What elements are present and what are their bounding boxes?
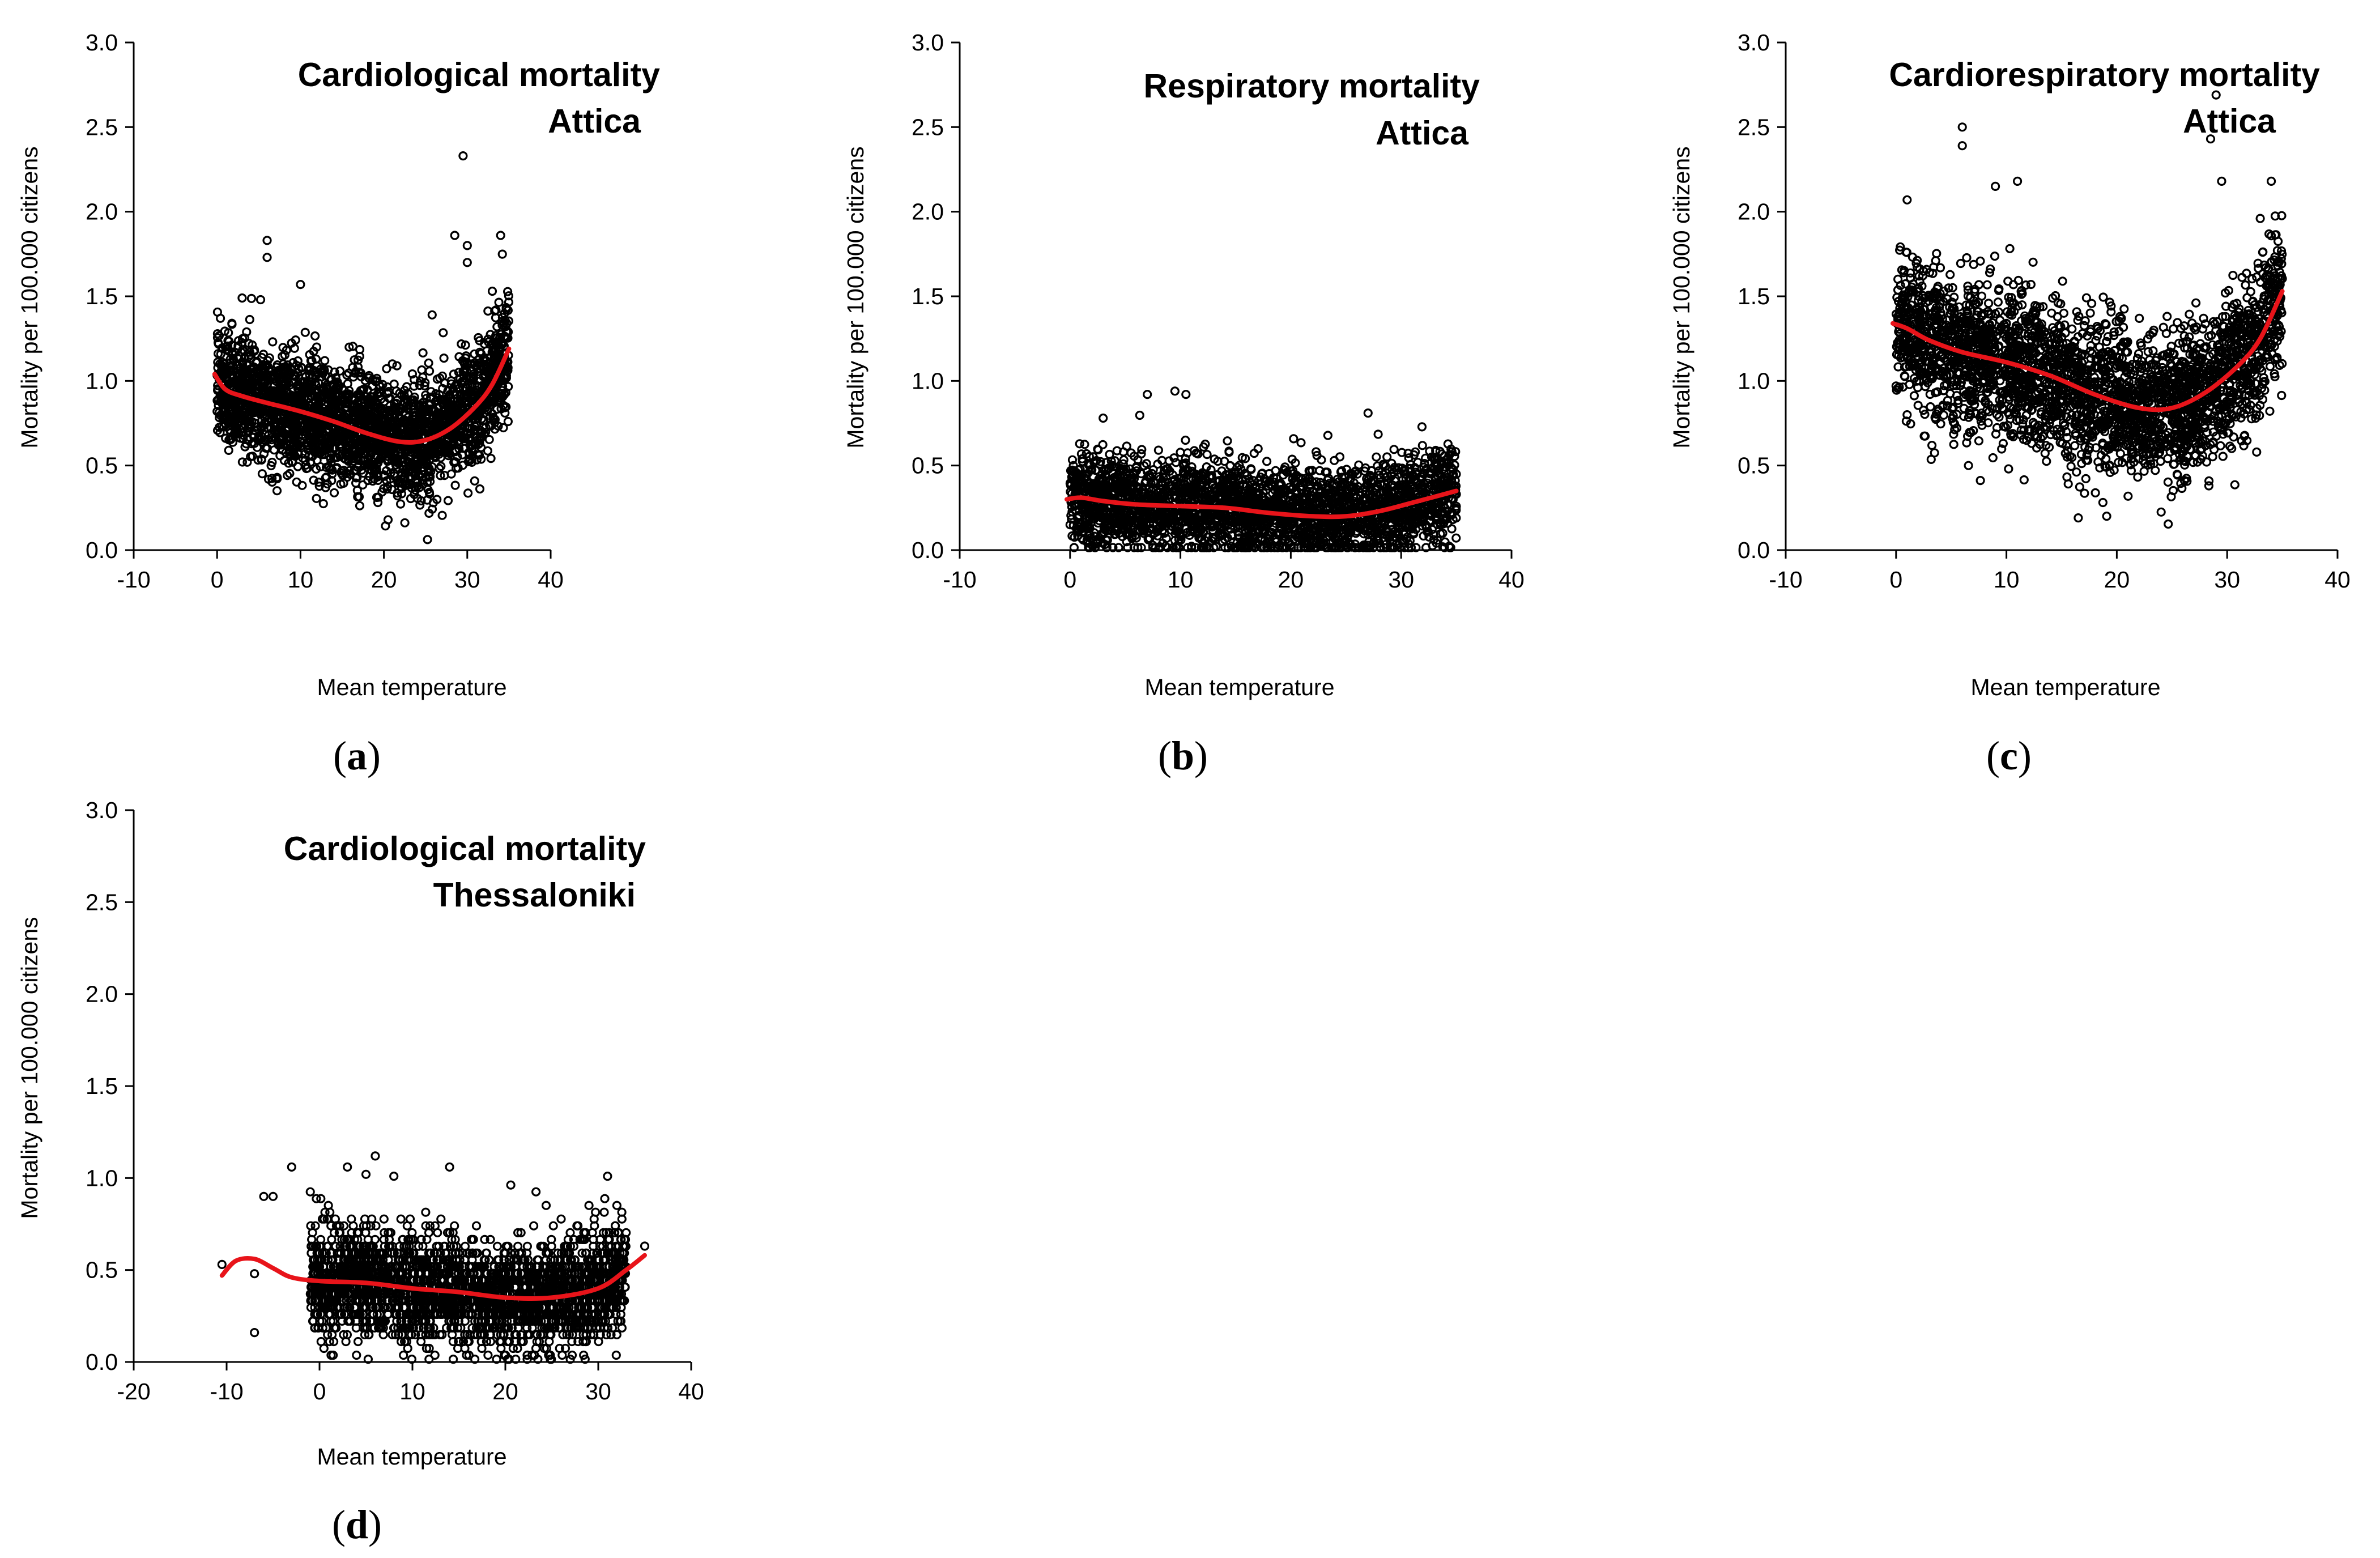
panel-a-data-point	[242, 327, 252, 337]
panel-a-y-tick-label: 2.5	[86, 114, 118, 140]
panel-a-data-point	[237, 457, 247, 467]
panel-a-data-point	[310, 331, 320, 341]
panel-a-data-point	[388, 359, 397, 369]
panel-a-data-point	[292, 477, 301, 487]
panel-b-y-tick-label: 2.5	[912, 114, 944, 140]
panel-a: Cardiological mortality Attica Mortality…	[16, 29, 660, 778]
panel-a-data-point	[329, 488, 339, 497]
panel-a-data-point	[494, 297, 504, 307]
panel-a-data-point	[423, 535, 432, 544]
panel-b-x-tick-label: 0	[1063, 567, 1076, 593]
panel-b-title-line2: Attica	[1376, 114, 1469, 152]
panel-a-data-point	[392, 361, 402, 371]
panel-a-data-point	[461, 340, 470, 350]
panel-a-data-point	[363, 475, 373, 486]
panel-a-y-tick-label: 1.5	[86, 283, 118, 309]
panel-a-data-point	[306, 356, 316, 365]
panel-a-label: (a)	[333, 733, 381, 778]
panel-b-x-axis-title: Mean temperature	[1144, 674, 1334, 700]
panel-b-x-tick-label: 10	[1168, 567, 1194, 593]
panel-a-data-point	[245, 314, 254, 325]
panel-a-data-point	[344, 368, 354, 378]
panel-a-data-point	[335, 366, 345, 376]
panel-b-y-tick-label: 3.0	[912, 29, 944, 56]
panel-a-data-point	[246, 293, 256, 303]
panel-b-x-tick-label: 20	[1278, 567, 1304, 593]
panel-a-x-tick-label: 10	[288, 567, 314, 593]
panel-b-title-line1: Respiratory mortality	[1144, 67, 1480, 105]
panel-a-data-point	[407, 369, 418, 379]
panel-a-data-point	[436, 471, 445, 480]
panel-a-title-line2: Attica	[548, 103, 641, 140]
panel-b-x-tick-label: 40	[1498, 567, 1525, 593]
panel-a-data-point	[499, 423, 508, 433]
panel-a-x-tick-label: 0	[211, 567, 224, 593]
panel-a-y-tick-label: 0.0	[86, 537, 118, 563]
panel-a-data-point	[267, 474, 277, 483]
panel-a-data-point	[373, 497, 383, 508]
panel-a-x-axis-title: Mean temperature	[317, 674, 506, 700]
panel-a-data-point	[382, 364, 391, 373]
panel-b-y-tick-label: 0.5	[912, 453, 944, 479]
panel-a-data-point	[220, 326, 229, 336]
panel-b-x-tick-label: 30	[1388, 567, 1414, 593]
panel-a-data-point	[439, 353, 449, 363]
panel-a-data-point	[486, 453, 496, 463]
panel-a-x-tick-label: -10	[117, 567, 150, 593]
panel-a-data-point	[457, 339, 466, 349]
panel-a-data-point	[318, 499, 328, 509]
panel-a-data-point	[300, 327, 310, 337]
panel-a-data-point	[503, 287, 513, 296]
panel-a-title-line1: Cardiological mortality	[298, 56, 660, 93]
panel-a-data-point	[497, 249, 507, 259]
panel-a-data-point	[216, 313, 225, 323]
panel-b-y-tick-label: 1.0	[912, 368, 944, 394]
panel-a-data-point	[312, 386, 321, 397]
panel-a-y-tick-label: 2.0	[86, 199, 118, 225]
panel-a-data-point	[463, 488, 473, 498]
panel-a-x-tick-label: 30	[454, 567, 480, 593]
panel-a-data-point	[257, 469, 267, 479]
panel-b-y-axis-title: Mortality per 100.000 citizens	[842, 146, 868, 448]
panel-b-y-tick-label: 2.0	[912, 199, 944, 225]
panel-a-y-tick-label: 1.0	[86, 368, 118, 394]
panel-a-y-tick-label: 0.5	[86, 453, 118, 479]
panel-b-label: (b)	[1158, 733, 1208, 778]
panel-b-letter: b	[1172, 733, 1194, 778]
panel-a-letter: a	[347, 733, 367, 778]
panel-a-data-point	[426, 387, 436, 397]
panel-a-data-point	[503, 416, 513, 427]
panel-a-y-axis-title: Mortality per 100.000 citizens	[16, 146, 42, 448]
panel-a-y-tick-label: 3.0	[86, 29, 118, 56]
panel-a-data-point	[443, 496, 453, 505]
panel-a-data-point	[450, 480, 460, 490]
panel-a-data-point	[416, 496, 426, 506]
panel-a-data-point	[437, 510, 447, 520]
panel-a-data-point	[312, 361, 322, 371]
panel-a-data-point	[418, 348, 428, 358]
panel-a-data-point	[504, 382, 513, 391]
panel-b-y-tick-label: 1.5	[912, 283, 944, 309]
panel-a-data-point	[256, 295, 266, 305]
panel-b-x-tick-label: -10	[943, 567, 976, 593]
panel-a-x-tick-label: 20	[371, 567, 397, 593]
panel-a-data-point	[314, 477, 323, 487]
panel-a-data-point	[320, 356, 330, 365]
panel-a-data-point	[314, 481, 324, 491]
panel-a-x-tick-label: 40	[538, 567, 564, 593]
panel-a-data-point	[470, 476, 479, 486]
panel-b-y-tick-label: 0.0	[912, 537, 944, 563]
